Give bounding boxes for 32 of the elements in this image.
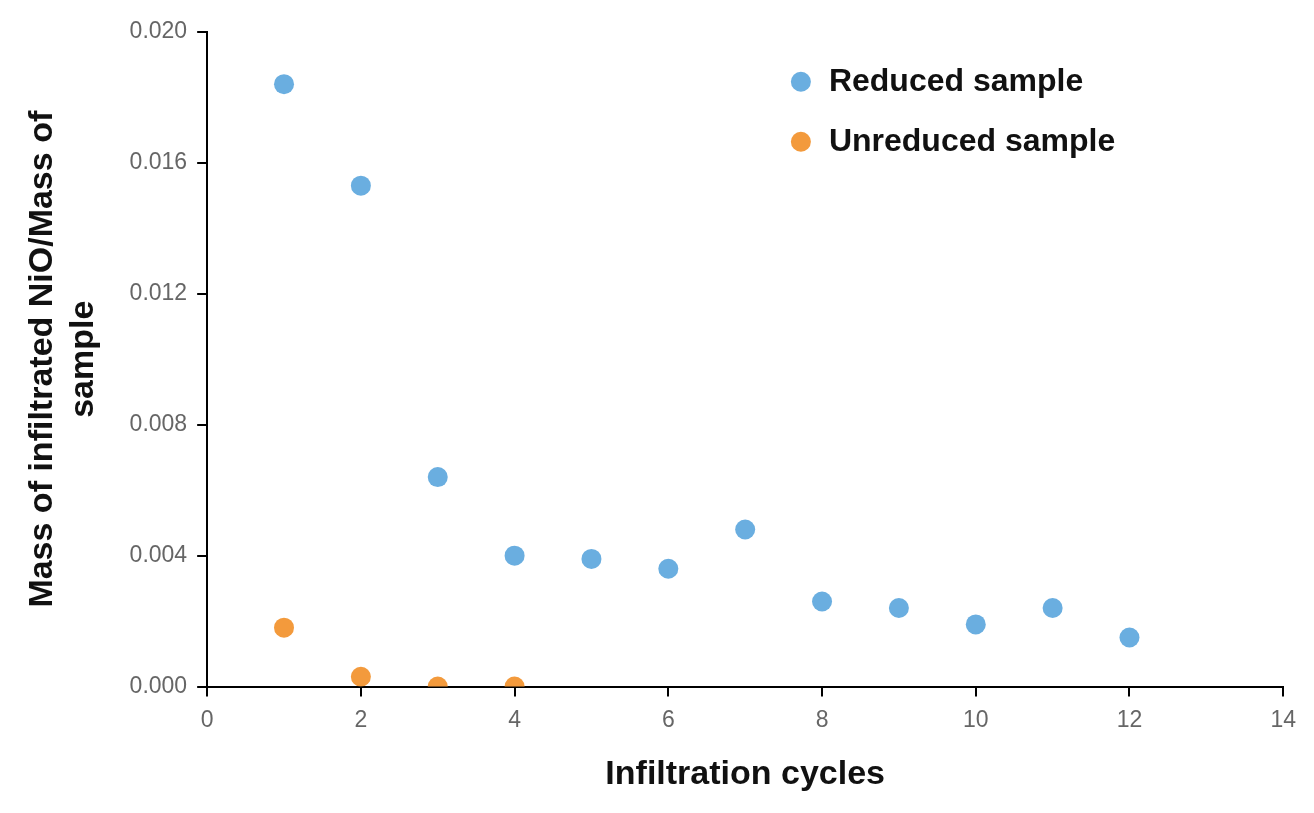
y-tick-label: 0.020 [129, 17, 188, 44]
point [581, 548, 602, 569]
y-tick-label: 0.004 [129, 540, 188, 567]
point [350, 175, 371, 196]
x-tick-label: 0 [200, 705, 214, 732]
x-tick-label: 4 [508, 705, 522, 732]
legend-label: Unreduced sample [828, 121, 1116, 158]
point [427, 467, 448, 488]
point [1042, 598, 1063, 619]
point [658, 558, 679, 579]
point [735, 519, 756, 540]
point [504, 545, 525, 566]
x-tick-label: 14 [1270, 705, 1297, 732]
point [812, 591, 833, 612]
x-tick-label: 8 [815, 705, 829, 732]
y-tick-label: 0.008 [129, 410, 188, 437]
point [888, 598, 909, 619]
y-axis-title: Mass of infiltrated NiO/Mass of sample [20, 110, 100, 608]
y-tick-label: 0.016 [129, 148, 188, 175]
x-tick-label: 2 [354, 705, 368, 732]
point [350, 666, 371, 687]
y-tick-label: 0.012 [129, 279, 188, 306]
point [274, 617, 295, 638]
legend-label: Reduced sample [828, 61, 1084, 98]
x-tick-label: 10 [962, 705, 989, 732]
point [1119, 627, 1140, 648]
y-tick-label: 0.000 [129, 671, 188, 698]
point [965, 614, 986, 635]
point [274, 74, 295, 95]
x-tick-label: 12 [1116, 705, 1143, 732]
x-axis-title: Infiltration cycles [605, 752, 885, 791]
x-tick-label: 6 [661, 705, 675, 732]
